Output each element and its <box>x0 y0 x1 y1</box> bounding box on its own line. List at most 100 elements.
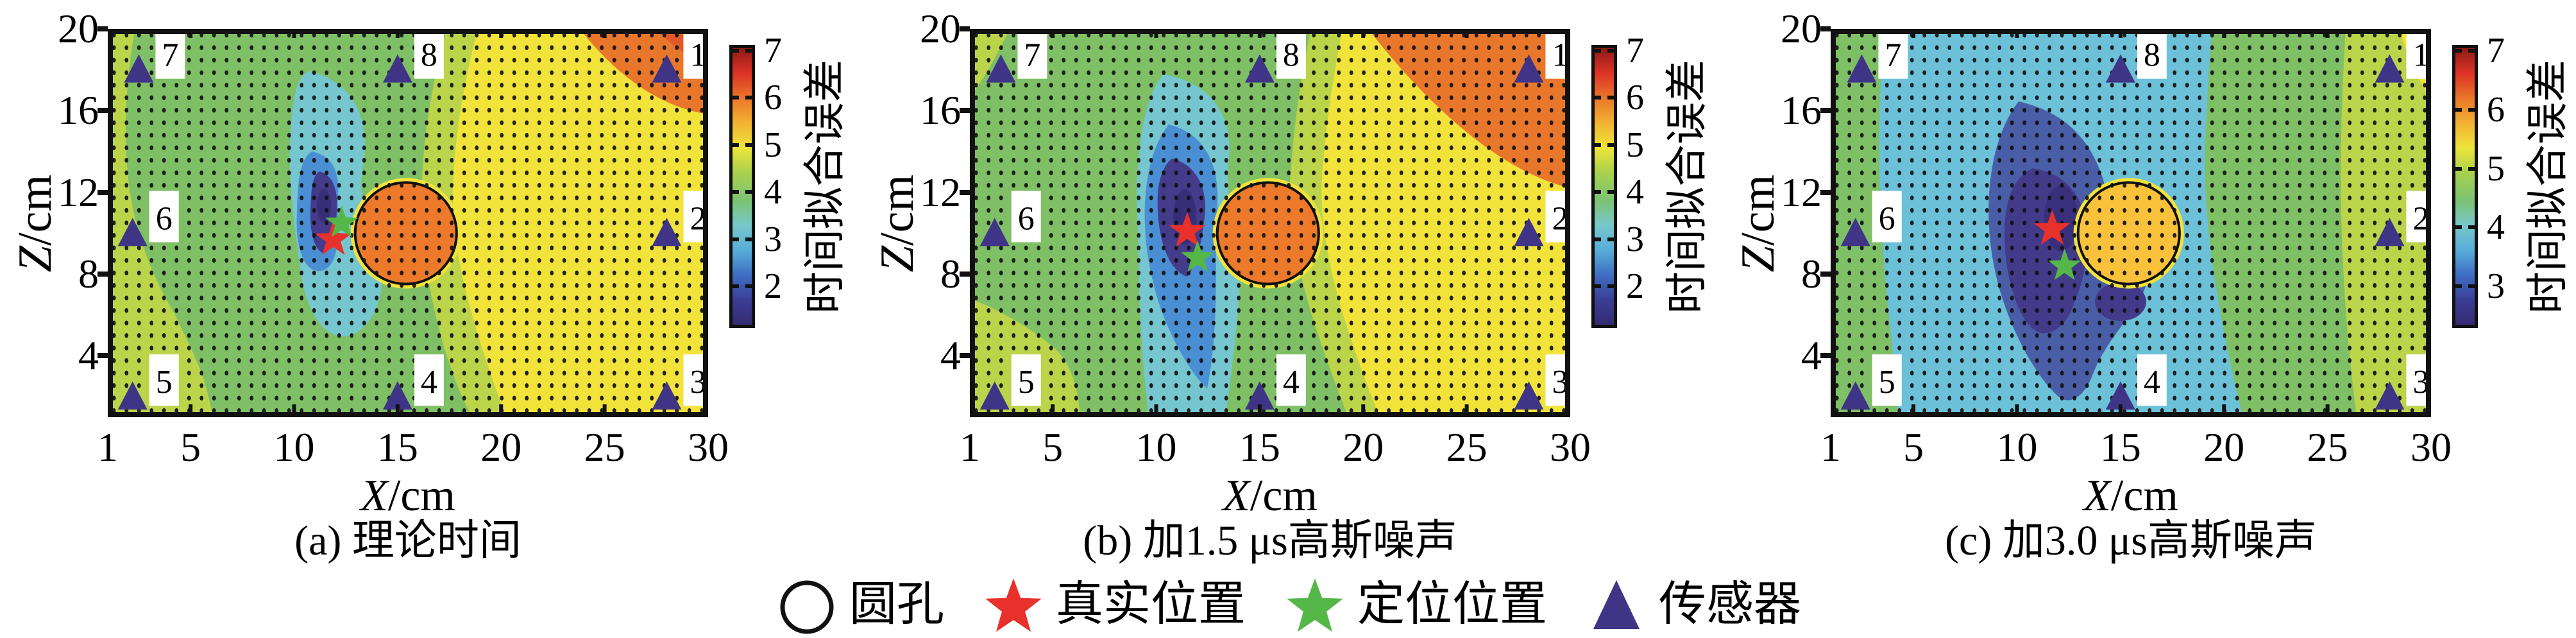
colorbar-tick-mark <box>1595 190 1601 194</box>
colorbar-tick-label: 4 <box>764 172 782 212</box>
colorbar-tick-mark <box>733 49 739 53</box>
colorbar-tick-label: 6 <box>2487 89 2505 130</box>
panel-caption-a: (a) 理论时间 <box>294 517 521 564</box>
y-tick-mark <box>960 272 970 277</box>
colorbar-tick-mark <box>2468 49 2475 53</box>
x-tick-label: 15 <box>377 424 418 470</box>
sensor-marker-1 <box>2375 54 2405 83</box>
legend-item-true-position-star: 真实位置 <box>981 573 1246 637</box>
y-tick-label: 16 <box>58 87 99 134</box>
sensor-label-box-8 <box>1276 29 1306 79</box>
y-tick-label: 8 <box>1801 251 1822 297</box>
sensor-label-7: 7 <box>1885 37 1901 74</box>
sensor-marker-8 <box>2105 54 2135 83</box>
colorbar-tick-mark <box>733 96 739 100</box>
x-axis-label-symbol: X <box>360 471 388 521</box>
colorbar-tick-label: 7 <box>2487 31 2505 71</box>
legend-item-sensor-triangle: 传感器 <box>1584 573 1801 637</box>
x-tick-label: 25 <box>2307 424 2348 470</box>
sensor-label-5: 5 <box>156 364 173 401</box>
colorbar-tick-mark <box>1607 142 1614 147</box>
colorbar-tick-mark <box>733 190 739 194</box>
x-tick-label: 25 <box>1446 424 1487 470</box>
sensor-marker-8 <box>1244 54 1275 83</box>
y-tick-mark <box>960 353 970 359</box>
x-tick-label: 10 <box>1135 424 1177 470</box>
colorbar-label: 时间拟合误差 <box>802 59 849 314</box>
colorbar-tick-mark <box>2455 49 2462 53</box>
colorbar-tick-mark <box>745 237 752 241</box>
sensor-label-box-4 <box>414 354 444 406</box>
x-tick-mark <box>1051 404 1055 417</box>
panel-caption-c: (c) 加3.0 μs高斯噪声 <box>1945 517 2317 564</box>
sensor-label-6: 6 <box>1879 200 1895 237</box>
sensor-label-box-7 <box>1017 29 1047 79</box>
sensor-label-box-5 <box>1011 354 1041 406</box>
legend-label: 圆孔 <box>849 578 944 631</box>
x-tick-mark <box>2222 404 2226 417</box>
x-tick-label: 1 <box>1820 424 1841 470</box>
colorbar-tick-mark <box>745 284 752 288</box>
colorbar-tick-mark <box>1607 96 1614 100</box>
y-tick-label: 4 <box>1801 332 1822 379</box>
colorbar-label: 时间拟合误差 <box>1664 59 1711 314</box>
y-tick-label: 12 <box>1781 169 1822 215</box>
x-axis-label-unit: /cm <box>1250 471 1318 521</box>
x-tick-mark <box>499 404 504 417</box>
y-tick-label: 20 <box>1781 6 1822 51</box>
sensor-label-box-8 <box>2137 29 2167 79</box>
colorbar-tick-mark <box>2455 107 2462 112</box>
colorbar-tick-mark <box>745 190 752 194</box>
sensor-marker-2 <box>1514 218 1544 246</box>
colorbar-b <box>1591 45 1617 328</box>
colorbar-tick-label: 6 <box>764 78 782 118</box>
colorbar-tick-label: 2 <box>1626 266 1644 306</box>
sensor-label-4: 4 <box>1283 364 1300 401</box>
colorbar-tick-mark <box>1595 284 1601 288</box>
located-position-marker <box>325 205 359 237</box>
colorbar-tick-label: 3 <box>2487 266 2505 306</box>
x-tick-label: 30 <box>1550 424 1591 470</box>
sensor-label-box-6 <box>1011 191 1041 243</box>
x-tick-label: 20 <box>1343 424 1384 470</box>
y-tick-mark <box>1820 353 1831 359</box>
x-tick-mark <box>2015 404 2019 417</box>
y-tick-label: 20 <box>920 6 961 51</box>
x-tick-mark <box>602 404 607 417</box>
y-tick-mark <box>97 108 108 114</box>
sensor-label-5: 5 <box>1018 364 1035 401</box>
colorbar-tick-mark <box>1607 237 1614 241</box>
colorbar-tick-label: 3 <box>764 219 782 259</box>
x-tick-label: 15 <box>1239 424 1280 470</box>
x-tick-mark <box>189 404 193 417</box>
colorbar-tick-mark <box>2455 284 2462 288</box>
colorbar-tick-mark <box>1607 284 1614 288</box>
y-tick-mark <box>1820 26 1831 31</box>
x-tick-label: 10 <box>1996 424 2038 470</box>
y-tick-label: 20 <box>58 6 99 51</box>
sensor-label-box-5 <box>1872 354 1902 406</box>
sensor-label-4: 4 <box>421 364 437 401</box>
sensor-marker-3 <box>1514 381 1544 410</box>
hole-circle-icon <box>780 580 834 634</box>
sensor-label-box-7 <box>155 29 185 79</box>
dot-grid <box>970 29 1570 417</box>
legend-label: 传感器 <box>1659 578 1801 631</box>
y-tick-label: 12 <box>58 169 99 215</box>
sensor-marker-6 <box>117 218 148 246</box>
colorbar-tick-mark <box>733 284 739 288</box>
sensor-triangle-icon <box>1593 580 1640 629</box>
sensor-label-5: 5 <box>1879 364 1895 401</box>
x-tick-mark <box>1464 404 1469 417</box>
y-tick-label: 8 <box>940 251 961 297</box>
x-axis-label-symbol: X <box>2083 471 2111 521</box>
x-tick-label: 30 <box>2411 424 2452 470</box>
sensor-label-box-5 <box>149 354 179 406</box>
x-axis-label-unit: /cm <box>387 471 455 521</box>
y-tick-label: 8 <box>78 251 99 297</box>
y-tick-mark <box>1820 108 1831 114</box>
colorbar-tick-label: 7 <box>1626 31 1644 71</box>
colorbar-a <box>729 45 755 328</box>
colorbar-tick-label: 4 <box>1626 172 1644 212</box>
sensor-label-8: 8 <box>1283 37 1300 74</box>
